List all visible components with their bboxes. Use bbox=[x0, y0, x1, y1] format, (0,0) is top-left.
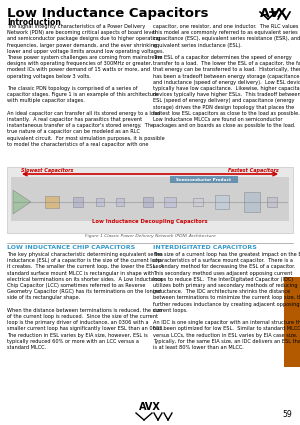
Bar bbox=[193, 198, 203, 206]
Bar bbox=[215, 195, 229, 209]
Text: INTERDIGITATED CAPACITORS: INTERDIGITATED CAPACITORS bbox=[153, 245, 257, 250]
Bar bbox=[96, 198, 104, 206]
Text: V: V bbox=[269, 7, 279, 20]
Text: 59: 59 bbox=[282, 410, 292, 419]
Text: The signal integrity characteristics of a Power Delivery
Network (PDN) are becom: The signal integrity characteristics of … bbox=[7, 24, 165, 147]
Bar bbox=[284, 277, 300, 367]
Bar bbox=[116, 198, 124, 206]
Text: Introduction: Introduction bbox=[7, 18, 61, 27]
Bar bbox=[45, 196, 59, 208]
Text: A: A bbox=[260, 7, 270, 20]
Text: X: X bbox=[277, 7, 286, 20]
Bar bbox=[73, 197, 83, 207]
Bar bbox=[164, 197, 176, 207]
Bar bbox=[267, 197, 277, 207]
Bar bbox=[244, 192, 260, 212]
Text: LOW INDUCTANCE CHIP CAPACITORS: LOW INDUCTANCE CHIP CAPACITORS bbox=[7, 245, 135, 250]
Text: Low Inductance Capacitors: Low Inductance Capacitors bbox=[7, 7, 208, 20]
Text: Low Inductance Decoupling Capacitors: Low Inductance Decoupling Capacitors bbox=[92, 219, 208, 224]
Text: AVX: AVX bbox=[139, 402, 161, 412]
Polygon shape bbox=[13, 190, 31, 214]
Text: Fastest Capacitors: Fastest Capacitors bbox=[228, 167, 279, 173]
Text: The size of a current loop has the greatest impact on the ESL
characteristics of: The size of a current loop has the great… bbox=[153, 252, 300, 350]
Bar bbox=[170, 176, 238, 183]
Text: The key physical characteristic determining equivalent series
inductance (ESL) o: The key physical characteristic determin… bbox=[7, 252, 164, 350]
Bar bbox=[143, 197, 153, 207]
Bar bbox=[7, 167, 293, 233]
Text: Slowest Capacitors: Slowest Capacitors bbox=[21, 167, 74, 173]
Text: Figure 1 Classic Power Delivery Network (PDN) Architecture: Figure 1 Classic Power Delivery Network … bbox=[85, 234, 215, 238]
Text: Semiconductor Product: Semiconductor Product bbox=[176, 178, 232, 181]
Bar bbox=[11, 177, 289, 221]
Text: capacitor, one resistor, and one inductor.  The RLC values in
this model are com: capacitor, one resistor, and one inducto… bbox=[153, 24, 300, 128]
